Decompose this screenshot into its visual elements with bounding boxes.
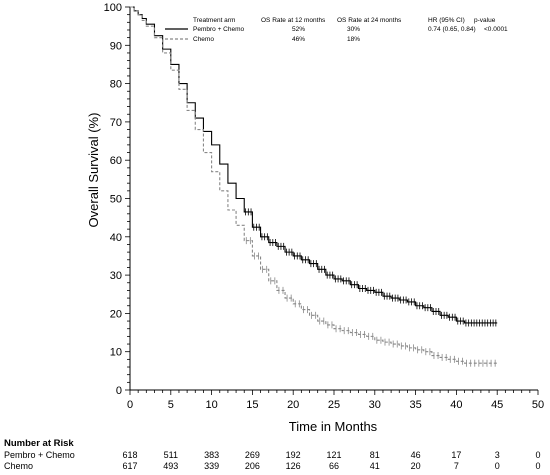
x-tick-label: 25 (328, 399, 340, 411)
risk-value: 41 (370, 461, 380, 471)
y-tick-label: 90 (110, 40, 122, 52)
risk-value: 66 (329, 461, 339, 471)
legend-row-pvalue: <0.0001 (484, 26, 508, 33)
risk-value: 618 (122, 450, 137, 460)
risk-value: 617 (122, 461, 137, 471)
risk-value: 17 (451, 450, 461, 460)
x-tick-label: 20 (287, 399, 299, 411)
legend-row-hr: 0.74 (0.65, 0.84) (428, 26, 476, 33)
censor-marks (245, 208, 497, 367)
risk-value: 511 (164, 450, 178, 460)
survival-curves (130, 6, 498, 364)
y-tick-label: 60 (110, 155, 122, 167)
risk-row-label: Pembro + Chemo (4, 450, 75, 460)
risk-value: 0 (535, 461, 540, 471)
legend-row-os12: 52% (292, 26, 305, 33)
risk-value: 126 (286, 461, 301, 471)
risk-value: 81 (370, 450, 380, 460)
y-axis-title: Overall Survival (%) (86, 113, 101, 228)
y-tick-label: 80 (110, 79, 122, 91)
y-tick-label: 70 (110, 117, 122, 129)
y-axis-ticks: 0 10 20 30 40 50 60 70 80 90 100 (104, 2, 130, 397)
legend-row-arm: Chemo (193, 36, 214, 43)
legend: Treatment arm OS Rate at 12 months OS Ra… (165, 17, 508, 43)
x-tick-label: 30 (369, 399, 381, 411)
y-tick-label: 50 (110, 194, 122, 206)
legend-header-arm: Treatment arm (193, 17, 235, 24)
x-tick-label: 15 (246, 399, 258, 411)
risk-value: 383 (204, 450, 219, 460)
x-tick-label: 40 (450, 399, 462, 411)
risk-value: 206 (245, 461, 260, 471)
x-tick-label: 50 (532, 399, 544, 411)
x-axis-ticks: 0 5 10 15 20 25 30 35 40 45 50 (127, 390, 544, 411)
risk-value: 269 (245, 450, 260, 460)
number-at-risk-table: Number at Risk Pembro + Chemo Chemo 618 5… (4, 438, 541, 471)
risk-value: 121 (326, 450, 341, 460)
legend-row-os24: 30% (347, 26, 360, 33)
risk-value: 7 (454, 461, 459, 471)
risk-value: 339 (204, 461, 219, 471)
legend-header-pvalue: p-value (474, 17, 496, 24)
legend-row-os24: 18% (347, 36, 360, 43)
x-tick-label: 10 (205, 399, 217, 411)
x-tick-label: 35 (409, 399, 421, 411)
legend-row-arm: Pembro + Chemo (193, 26, 245, 33)
y-tick-label: 100 (104, 2, 122, 14)
legend-header-os24: OS Rate at 24 months (337, 17, 402, 24)
risk-value: 493 (163, 461, 178, 471)
risk-row-label: Chemo (4, 461, 33, 471)
risk-value: 0 (535, 450, 540, 460)
risk-value: 0 (495, 461, 500, 471)
risk-value: 3 (495, 450, 500, 460)
risk-value: 192 (286, 450, 301, 460)
x-tick-label: 5 (168, 399, 174, 411)
legend-header-os12: OS Rate at 12 months (261, 17, 326, 24)
x-tick-label: 0 (127, 399, 133, 411)
x-axis-title: Time in Months (289, 419, 378, 434)
y-tick-label: 10 (110, 347, 122, 359)
x-tick-label: 45 (491, 399, 503, 411)
y-tick-label: 20 (110, 308, 122, 320)
risk-table-title: Number at Risk (4, 438, 74, 449)
risk-value: 20 (411, 461, 421, 471)
legend-header-hr: HR (95% CI) (428, 17, 465, 24)
y-tick-label: 0 (116, 385, 122, 397)
risk-value: 46 (411, 450, 421, 460)
chemo-curve (130, 6, 498, 364)
y-tick-label: 40 (110, 232, 122, 244)
pembro-chemo-curve (130, 6, 498, 324)
axes (129, 7, 538, 391)
y-tick-label: 30 (110, 270, 122, 282)
legend-row-os12: 46% (292, 36, 305, 43)
